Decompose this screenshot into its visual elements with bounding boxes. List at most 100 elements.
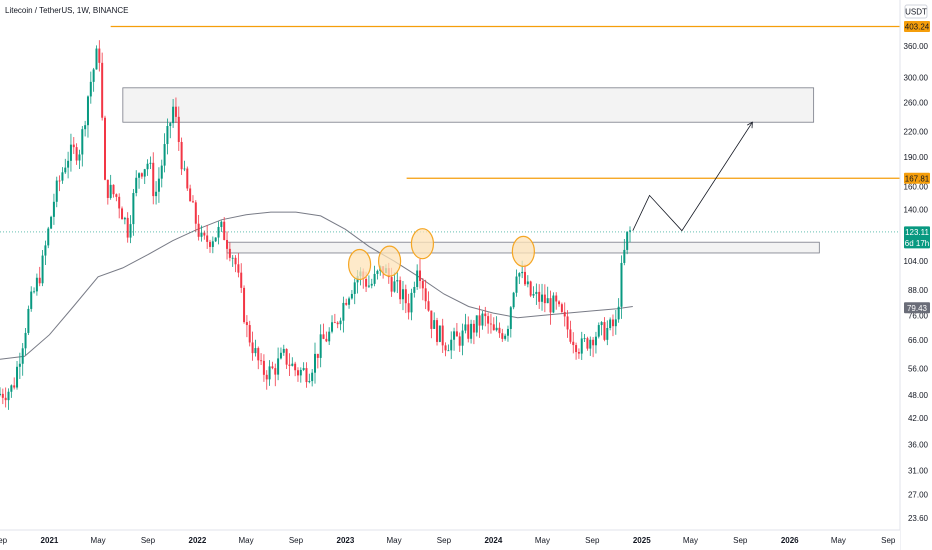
levels-layer — [0, 25, 900, 233]
moving-average-layer — [0, 211, 633, 360]
candle — [339, 317, 342, 331]
highlight-circle-3 — [410, 228, 435, 260]
candle — [84, 120, 87, 137]
candle — [589, 336, 592, 356]
candle — [299, 367, 302, 383]
candle — [311, 369, 314, 387]
candle — [24, 327, 27, 356]
candle — [166, 118, 169, 155]
price-badge-level-1-value: 403.24 — [905, 23, 930, 32]
candle — [126, 212, 129, 243]
candle — [69, 133, 72, 172]
candle — [444, 342, 447, 357]
candle — [211, 236, 214, 254]
x-tick-label: May — [239, 536, 254, 545]
time-axis[interactable]: Sep 2021 May Sep 2022 May Sep 2023 May Sep 2024 May… — [0, 529, 900, 550]
x-tick-label: May — [683, 536, 698, 545]
candle — [626, 231, 629, 255]
candle — [594, 331, 597, 354]
candle — [220, 220, 223, 232]
candle — [109, 174, 112, 200]
candle — [453, 327, 456, 351]
candle — [274, 363, 277, 387]
candle — [319, 324, 322, 368]
candle — [399, 276, 402, 304]
candle — [30, 286, 33, 312]
candle — [106, 179, 109, 205]
candle — [472, 320, 475, 345]
candle — [254, 339, 257, 357]
candle — [350, 290, 353, 300]
x-tick-label: Sep — [289, 536, 304, 545]
candle — [223, 217, 226, 241]
candle — [580, 331, 583, 360]
candle — [89, 71, 92, 104]
candle — [458, 332, 461, 352]
candle — [115, 193, 118, 202]
candle — [325, 331, 328, 343]
candle — [464, 313, 467, 334]
candle — [558, 300, 561, 307]
candle — [404, 284, 407, 314]
candle — [495, 316, 498, 332]
projection-layer — [632, 121, 753, 232]
y-tick-label: 88.00 — [908, 286, 929, 295]
candle — [271, 361, 274, 370]
candle — [331, 315, 334, 334]
candle — [231, 255, 234, 267]
x-tick-label: Sep — [0, 536, 8, 545]
candle — [316, 353, 319, 369]
currency-button[interactable]: USDT — [904, 4, 928, 19]
x-tick-label: May — [91, 536, 106, 545]
candle — [546, 286, 549, 304]
candle — [121, 206, 124, 220]
candle — [228, 242, 231, 262]
candle — [277, 347, 280, 381]
candle — [353, 278, 356, 305]
candle — [498, 322, 501, 338]
candle — [614, 309, 617, 335]
candle — [518, 272, 521, 284]
candle — [617, 298, 620, 323]
candle — [427, 291, 430, 312]
highlight-circle-4 — [511, 235, 535, 267]
candle — [475, 315, 478, 337]
candle — [143, 168, 146, 185]
candle — [129, 215, 132, 244]
candle — [55, 176, 58, 208]
candle — [75, 143, 78, 165]
x-tick-label: May — [535, 536, 550, 545]
price-badge-moving-average-value: 79.43 — [907, 304, 928, 313]
candle — [27, 305, 30, 336]
candle — [481, 311, 484, 330]
candle — [461, 323, 464, 356]
x-tick-label: Sep — [881, 536, 896, 545]
candle — [543, 284, 546, 313]
price-badge-current-value: 123.11 — [905, 228, 929, 237]
candle — [169, 122, 172, 139]
candle — [118, 193, 121, 219]
candle — [282, 344, 285, 356]
candle — [302, 362, 305, 372]
highlight-circle-2 — [377, 245, 402, 277]
candle — [478, 305, 481, 338]
candle — [4, 387, 7, 408]
candle — [436, 317, 439, 346]
candle — [342, 296, 345, 333]
price-axis[interactable]: USDT 360.00 300.00 260.00 220.00 190.00 160.0… — [899, 0, 932, 550]
candle — [155, 181, 158, 205]
candle — [132, 188, 135, 236]
x-tick-label: May — [831, 536, 846, 545]
candle — [98, 40, 101, 72]
candle — [512, 291, 515, 310]
candle — [348, 296, 351, 309]
candle — [492, 317, 495, 331]
candle — [13, 377, 16, 390]
candle — [10, 384, 13, 398]
candle — [58, 175, 61, 192]
candle — [291, 357, 294, 367]
moving-average-line — [0, 211, 633, 360]
candle — [92, 67, 95, 92]
candle — [209, 239, 211, 253]
